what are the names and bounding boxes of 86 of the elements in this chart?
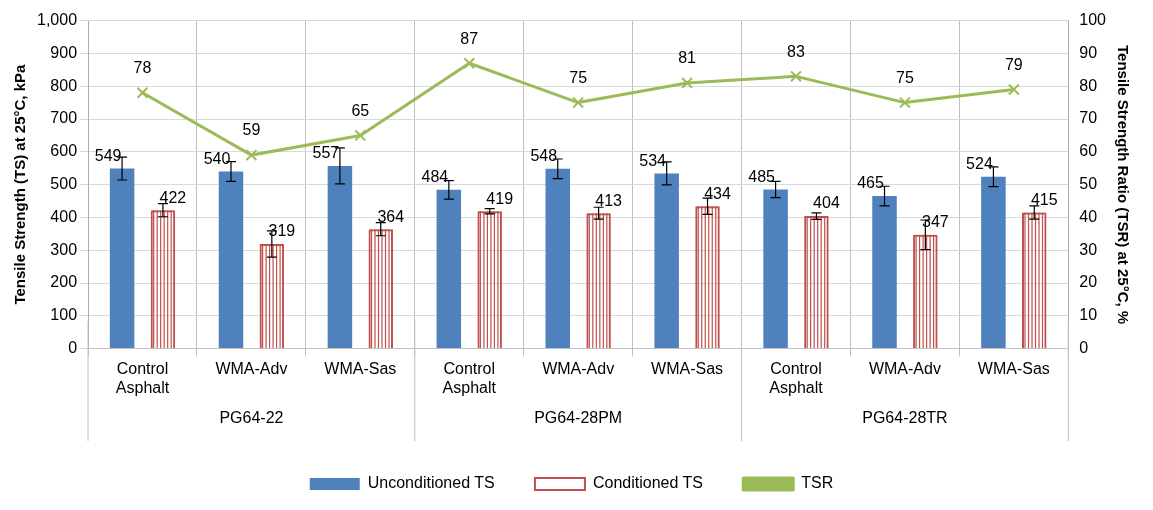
data-label: 79	[1004, 55, 1023, 73]
point	[898, 96, 911, 109]
data-label: 59	[242, 121, 261, 139]
y2-tick-label: 40	[1079, 207, 1098, 225]
point	[572, 96, 585, 109]
y2-tick-label: 60	[1079, 142, 1098, 160]
y2-tick-label: 80	[1079, 76, 1098, 94]
data-label: 65	[351, 101, 370, 119]
text: PG64-28PM	[534, 409, 623, 427]
data-label: 87	[460, 29, 479, 47]
y-tick-label: 300	[50, 240, 78, 258]
y2-tick-label: 30	[1079, 240, 1098, 258]
data-label: 549	[94, 146, 122, 164]
data-label: 75	[896, 69, 914, 87]
bar	[259, 243, 285, 349]
legend-label: Conditioned TS	[592, 474, 703, 492]
data-label: 484	[421, 168, 449, 186]
data-label: 422	[159, 188, 187, 206]
data-label: 78	[133, 59, 152, 77]
bar	[327, 165, 353, 349]
point	[1007, 83, 1020, 96]
y-tick-label: 400	[50, 207, 78, 225]
data-label: 465	[857, 174, 884, 192]
y2-tick-label: 0	[1079, 339, 1089, 357]
y2-tick-label: 50	[1079, 175, 1098, 193]
legend-label: TSR	[801, 474, 834, 492]
y-tick-label: 0	[68, 339, 78, 357]
data-label: 364	[377, 207, 405, 225]
data-label: 81	[678, 49, 697, 67]
y2-tick-label: 10	[1079, 306, 1098, 324]
point	[136, 86, 149, 99]
x-tick-label: Control Asphalt	[442, 359, 497, 396]
x-tick-label: Control Asphalt	[115, 359, 170, 396]
y-axis-title: Tensile Strength (TS) at 25°C, kPa	[11, 63, 29, 305]
data-label: 83	[787, 42, 806, 60]
y-tick-label: 200	[50, 273, 78, 291]
point	[790, 70, 802, 83]
x-tick-label: WMA-Adv	[215, 359, 288, 377]
y-tick-label: 800	[50, 76, 78, 94]
bar	[218, 171, 244, 349]
bar	[913, 234, 938, 349]
bar	[763, 189, 788, 349]
point	[463, 57, 476, 70]
bar	[872, 196, 897, 349]
data-label: 485	[748, 167, 776, 185]
legend-label: Unconditioned TS	[367, 474, 495, 492]
x-tick-label: WMA-Adv	[868, 359, 941, 377]
bar	[436, 189, 462, 349]
data-label: 434	[704, 184, 731, 202]
x-tick-label: WMA-Adv	[542, 359, 615, 377]
point	[354, 129, 367, 142]
bar	[545, 168, 570, 349]
bar	[981, 176, 1006, 349]
data-label: 548	[530, 147, 558, 165]
data-label: 419	[486, 189, 514, 207]
y-tick-label: 1,000	[36, 11, 78, 29]
x-tick-label: WMA-Sas	[651, 359, 724, 377]
data-label: 540	[203, 149, 231, 167]
y2-tick-label: 70	[1079, 109, 1098, 127]
point	[681, 76, 694, 89]
data-label: 413	[595, 191, 623, 209]
x-tick-label: WMA-Sas	[324, 359, 397, 377]
point	[245, 149, 258, 162]
data-label: 319	[268, 222, 296, 240]
text: PG64-22	[219, 409, 284, 427]
x-tick-label: Control Asphalt	[769, 359, 824, 396]
y2-tick-label: 90	[1079, 43, 1098, 61]
data-label: 524	[966, 155, 993, 173]
data-label: 557	[312, 144, 340, 162]
y-tick-label: 900	[50, 43, 78, 61]
y2-axis-title: Tensile Strength Ratio (TSR) at 25°C, %	[1114, 45, 1132, 325]
data-label: 404	[813, 194, 840, 212]
data-label: 75	[569, 69, 588, 87]
x-tick-label: WMA-Sas	[977, 359, 1050, 377]
y-tick-label: 500	[50, 175, 78, 193]
y2-tick-label: 100	[1079, 11, 1107, 29]
data-label: 415	[1030, 190, 1058, 208]
y-tick-label: 700	[50, 109, 78, 127]
y-tick-label: 600	[50, 142, 78, 160]
y2-tick-label: 20	[1079, 273, 1098, 291]
data-label: 347	[922, 213, 949, 231]
text: PG64-28TR	[862, 409, 948, 427]
bar	[109, 168, 135, 349]
y-tick-label: 100	[50, 306, 78, 324]
data-label: 534	[639, 151, 667, 169]
bar	[654, 173, 679, 349]
